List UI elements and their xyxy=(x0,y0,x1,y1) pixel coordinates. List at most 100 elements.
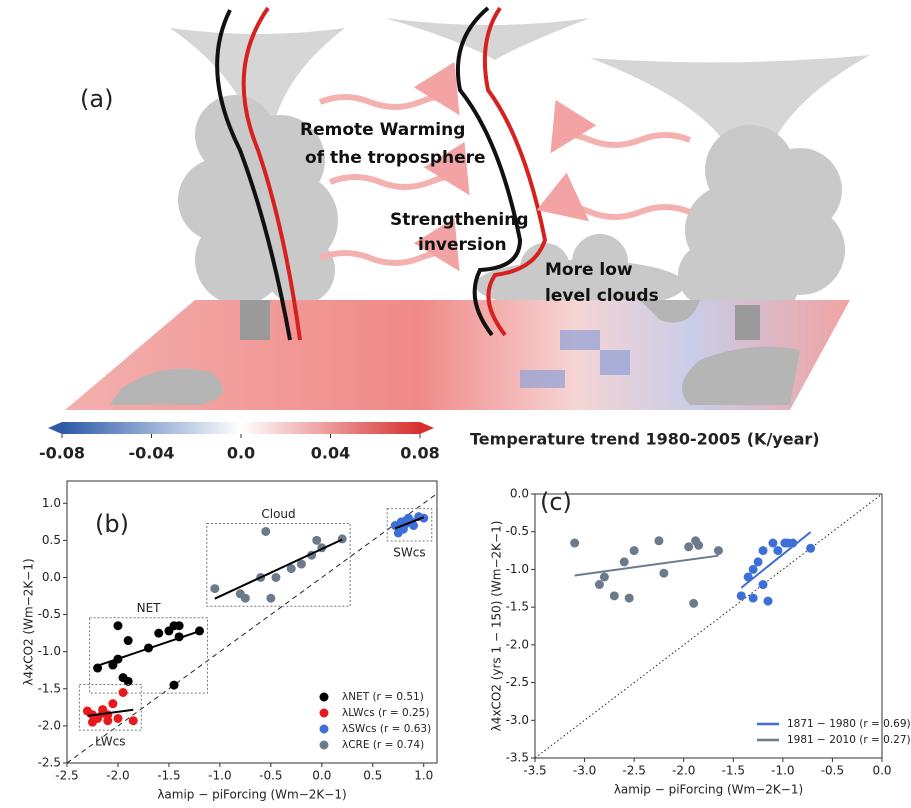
colorbar-tick-label: -0.08 xyxy=(39,444,85,463)
y-tick-label: -2.0 xyxy=(38,718,61,732)
point xyxy=(123,676,133,686)
illustration: (a) Remote Warming of the troposphere St… xyxy=(65,6,870,449)
group-label: Cloud xyxy=(261,507,295,521)
point xyxy=(154,628,164,638)
y-tick-label: -1.0 xyxy=(38,644,61,658)
point xyxy=(624,593,634,603)
x-tick-label: -3.0 xyxy=(573,764,596,778)
plot: -2.5 -2.0 -1.5 -1.0 -0.5 0.0 0.5 1.0 -2.5 -2.0 -1.… xyxy=(22,480,438,802)
y-tick-label: -1.5 xyxy=(506,600,529,614)
fit-line xyxy=(394,516,425,530)
fit-line xyxy=(97,630,200,667)
one-to-one-line xyxy=(534,493,883,759)
y-tick-label: 0.5 xyxy=(42,533,61,547)
x-tick-label: -2.5 xyxy=(55,769,78,783)
x-tick-label: 0.0 xyxy=(872,764,891,778)
legend-marker xyxy=(319,740,329,750)
y-tick-label: -2.0 xyxy=(506,637,529,651)
point xyxy=(118,688,128,697)
point xyxy=(689,598,699,608)
x-tick-label: 1.0 xyxy=(414,769,433,783)
point xyxy=(570,538,580,548)
point xyxy=(87,717,97,727)
x-tick-label: -1.5 xyxy=(157,769,180,783)
colorbar-tick-label: 0.08 xyxy=(400,444,439,463)
point xyxy=(195,626,205,636)
plot-frame xyxy=(534,493,883,759)
colorbar-title: Temperature trend 1980-2005 (K/year) xyxy=(470,430,820,449)
legend-label: λCRE (r = 0.74) xyxy=(342,739,424,751)
legend-marker xyxy=(319,708,329,718)
point xyxy=(609,591,619,601)
point xyxy=(594,580,604,590)
fit-line xyxy=(214,538,343,600)
point xyxy=(629,546,639,556)
legend-label: λLWcs (r = 0.25) xyxy=(342,707,429,719)
group-label: SWcs xyxy=(393,545,425,559)
x-tick-label: -2.5 xyxy=(622,764,645,778)
legend-label: λNET (r = 0.51) xyxy=(342,691,424,703)
point xyxy=(713,546,723,556)
point xyxy=(169,680,179,690)
colorbar xyxy=(62,422,420,434)
x-tick-label: -0.5 xyxy=(821,764,844,778)
group-label: LWcs xyxy=(95,735,125,749)
x-tick-label: -3.5 xyxy=(523,764,546,778)
y-tick-label: -1.5 xyxy=(38,681,61,695)
point xyxy=(128,716,138,726)
point xyxy=(659,568,669,578)
point xyxy=(736,591,746,601)
one-to-one-line xyxy=(66,493,438,764)
legend-marker xyxy=(319,724,329,734)
colorbar-extend xyxy=(420,422,434,434)
point xyxy=(694,540,704,550)
legend-label: 1871 − 1980 (r = 0.69) xyxy=(787,718,911,730)
fit-line xyxy=(87,708,134,717)
point xyxy=(123,636,133,646)
point xyxy=(748,564,758,574)
y-tick-label: 0.0 xyxy=(42,570,61,584)
annotation: More low xyxy=(545,260,633,280)
y-tick-label: -0.5 xyxy=(38,607,61,621)
point xyxy=(654,536,664,546)
y-tick-label: -0.5 xyxy=(506,524,529,538)
x-tick-label: -1.5 xyxy=(722,764,745,778)
y-tick-label: -3.5 xyxy=(506,751,529,765)
panel-label: (c) xyxy=(540,488,572,516)
annotation: Strengthening xyxy=(390,210,529,230)
x-tick-label: 0.0 xyxy=(312,769,331,783)
point xyxy=(806,543,816,553)
legend-marker xyxy=(319,692,329,702)
group-label: NET xyxy=(137,601,162,615)
y-tick-label: -3.0 xyxy=(506,713,529,727)
point xyxy=(758,546,768,556)
point xyxy=(619,557,629,567)
point xyxy=(768,538,778,548)
x-tick-label: -2.0 xyxy=(672,764,695,778)
x-tick-label: -1.0 xyxy=(208,769,231,783)
x-tick-label: -0.5 xyxy=(259,769,282,783)
x-tick-label: 0.5 xyxy=(363,769,382,783)
point xyxy=(296,559,306,569)
y-tick-label: 1.0 xyxy=(42,496,61,510)
point xyxy=(599,572,609,582)
x-axis-label: λamip − piForcing (Wm−2K−1) xyxy=(614,783,803,797)
annotation: inversion xyxy=(418,235,507,255)
colorbar-extend xyxy=(48,422,62,434)
fit-line xyxy=(740,531,812,589)
panel-label: (a) xyxy=(80,85,113,113)
point xyxy=(210,584,220,594)
point xyxy=(393,528,403,538)
point xyxy=(748,593,758,603)
y-axis-label: λ4xCO2 (yrs 1 − 150) (Wm−2K−1) xyxy=(490,521,504,732)
annotation: Remote Warming xyxy=(300,120,465,140)
x-axis-label: λamip − piForcing (Wm−2K−1) xyxy=(157,788,346,802)
point xyxy=(684,542,694,552)
point xyxy=(108,660,118,670)
point xyxy=(312,535,322,545)
point xyxy=(286,564,296,574)
colorbar-tick-label: 0.0 xyxy=(227,444,255,463)
point xyxy=(758,580,768,590)
y-tick-label: -2.5 xyxy=(38,756,61,770)
colorbar-tick-label: -0.04 xyxy=(128,444,174,463)
